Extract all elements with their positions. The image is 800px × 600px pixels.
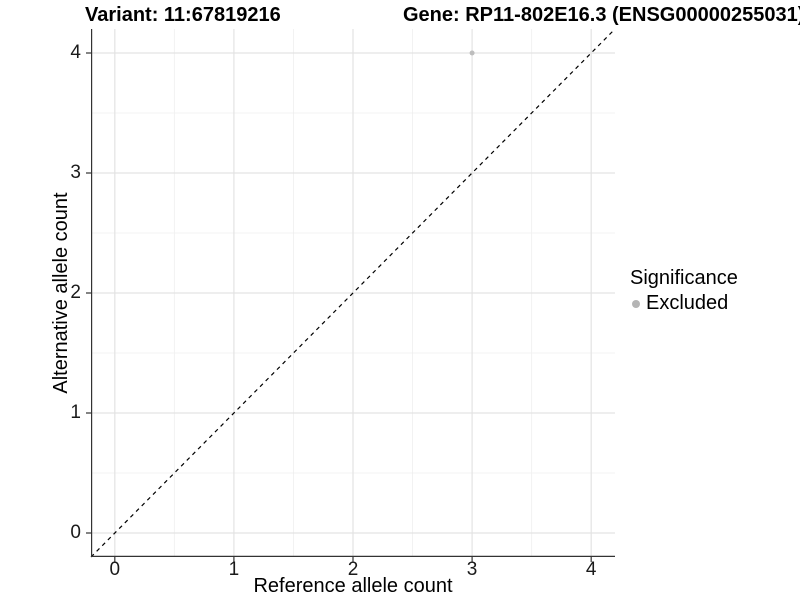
x-tick-label: 2 xyxy=(347,559,359,580)
legend: Significance Excluded xyxy=(630,267,738,315)
x-tick-label: 0 xyxy=(109,559,121,580)
legend-item-excluded: Excluded xyxy=(630,292,738,315)
y-tick-label: 1 xyxy=(70,402,81,423)
legend-point-icon xyxy=(632,299,640,308)
x-axis-label: Reference allele count xyxy=(253,575,453,597)
legend-item-label: Excluded xyxy=(646,292,729,314)
identity-dashed-line xyxy=(90,28,616,558)
x-tick-label: 1 xyxy=(228,559,240,580)
plot-title-gene: Gene: RP11-802E16.3 (ENSG00000255031) xyxy=(403,4,800,26)
y-tick-label: 0 xyxy=(70,522,81,543)
plot-title-variant: Variant: 11:67819216 xyxy=(85,4,281,26)
y-tick-label: 4 xyxy=(70,42,81,63)
legend-title: Significance xyxy=(630,267,738,289)
data-point xyxy=(469,50,475,56)
plot-area xyxy=(86,28,616,562)
y-tick-label: 2 xyxy=(70,282,81,303)
x-tick-label: 3 xyxy=(466,559,478,580)
x-tick-label: 4 xyxy=(585,559,597,580)
plot-panel xyxy=(86,28,616,562)
y-tick-label: 3 xyxy=(70,162,81,183)
